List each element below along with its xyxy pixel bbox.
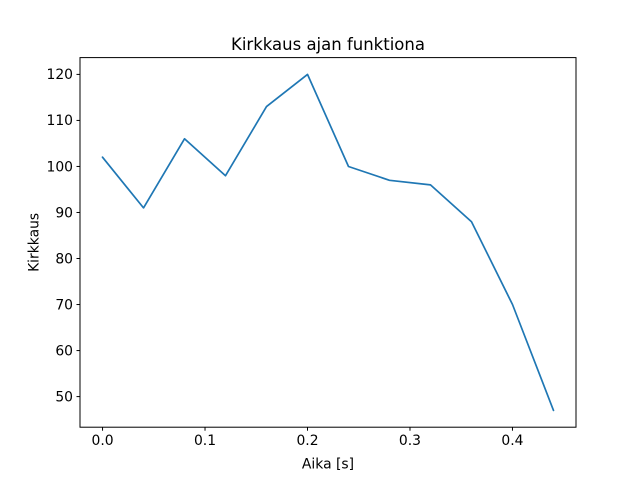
x-tick-label: 0.3	[399, 433, 421, 449]
axes-frame	[79, 57, 577, 428]
x-tick-label: 0.4	[501, 433, 523, 449]
x-axis-label: Aika [s]	[302, 457, 354, 473]
y-tick-label: 90	[55, 205, 73, 221]
y-tick-label: 60	[55, 343, 73, 359]
y-axis-label: Kirkkaus	[27, 213, 43, 272]
x-tick-label: 0.0	[91, 433, 113, 449]
data-line	[101, 73, 555, 412]
y-tick-label: 100	[46, 159, 73, 175]
x-tick-label: 0.1	[194, 433, 216, 449]
chart-title: Kirkkaus ajan funktiona	[231, 35, 425, 54]
x-tick-label: 0.2	[296, 433, 318, 449]
y-tick-label: 80	[55, 251, 73, 267]
y-tick-label: 110	[46, 113, 73, 129]
y-tick-label: 120	[46, 67, 73, 83]
y-tick-label: 50	[55, 389, 73, 405]
plot-area: 0.0 0.1 0.2 0.3 0.4 50 60 70 80 90 100 110 120	[46, 57, 577, 449]
y-tick-label: 70	[55, 297, 73, 313]
